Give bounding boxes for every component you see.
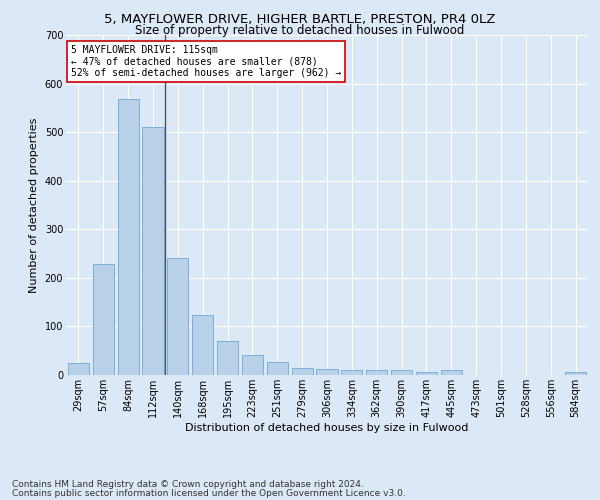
- Text: Contains HM Land Registry data © Crown copyright and database right 2024.: Contains HM Land Registry data © Crown c…: [12, 480, 364, 489]
- Bar: [292, 368, 313, 375]
- Bar: [192, 316, 213, 375]
- Bar: [167, 258, 188, 375]
- Bar: [316, 368, 338, 375]
- Bar: [416, 372, 437, 375]
- X-axis label: Distribution of detached houses by size in Fulwood: Distribution of detached houses by size …: [185, 422, 469, 432]
- Bar: [242, 355, 263, 375]
- Text: Contains public sector information licensed under the Open Government Licence v3: Contains public sector information licen…: [12, 488, 406, 498]
- Text: 5 MAYFLOWER DRIVE: 115sqm
← 47% of detached houses are smaller (878)
52% of semi: 5 MAYFLOWER DRIVE: 115sqm ← 47% of detac…: [71, 45, 341, 78]
- Bar: [565, 372, 586, 375]
- Bar: [341, 370, 362, 375]
- Text: Size of property relative to detached houses in Fulwood: Size of property relative to detached ho…: [136, 24, 464, 37]
- Bar: [366, 370, 387, 375]
- Y-axis label: Number of detached properties: Number of detached properties: [29, 118, 39, 292]
- Bar: [391, 370, 412, 375]
- Bar: [118, 99, 139, 375]
- Bar: [68, 363, 89, 375]
- Text: 5, MAYFLOWER DRIVE, HIGHER BARTLE, PRESTON, PR4 0LZ: 5, MAYFLOWER DRIVE, HIGHER BARTLE, PREST…: [104, 12, 496, 26]
- Bar: [142, 128, 164, 375]
- Bar: [267, 362, 288, 375]
- Bar: [441, 370, 462, 375]
- Bar: [217, 340, 238, 375]
- Bar: [93, 264, 114, 375]
